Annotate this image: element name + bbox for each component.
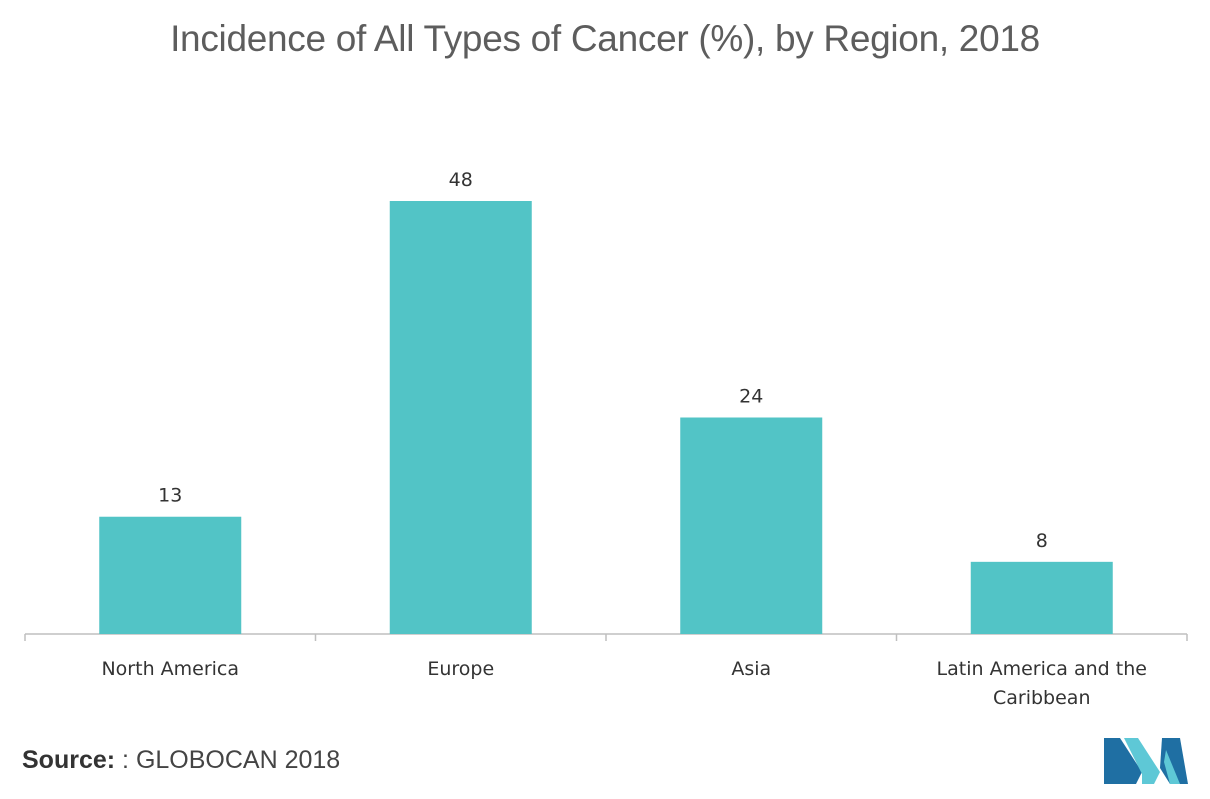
data-label: 8 [1036,530,1048,552]
source-label: Source: [22,746,116,774]
logo-accent-facet [1164,750,1180,784]
bar [389,201,532,634]
x-tick-label: Europe [427,658,494,680]
logo-left-facet [1104,738,1142,784]
bar [970,561,1113,634]
category-labels-group: North America Europe Asia Latin America and… [101,658,1146,709]
data-label: 48 [449,169,473,191]
source-text: : GLOBOCAN 2018 [122,746,341,774]
x-tick-label: Latin America and the [937,658,1147,680]
chart-title: Incidence of All Types of Cancer (%), by… [170,18,1040,59]
brand-logo [1100,728,1192,791]
data-label: 13 [158,485,182,507]
x-tick-label: Caribbean [993,687,1091,709]
data-labels-group: 13 48 24 8 [158,169,1048,552]
x-tick-label: North America [101,658,239,680]
bar [99,516,242,634]
bar [680,417,823,634]
source-note: Source: : GLOBOCAN 2018 [22,746,340,775]
bars-group [99,201,1113,634]
data-label: 24 [739,386,763,408]
logo-mid-facet [1124,738,1160,784]
bar-chart: 13 48 24 8 North America Europe Asia Latin Ame… [24,169,1188,709]
x-axis-ticks [24,634,1188,641]
x-tick-label: Asia [731,658,771,680]
